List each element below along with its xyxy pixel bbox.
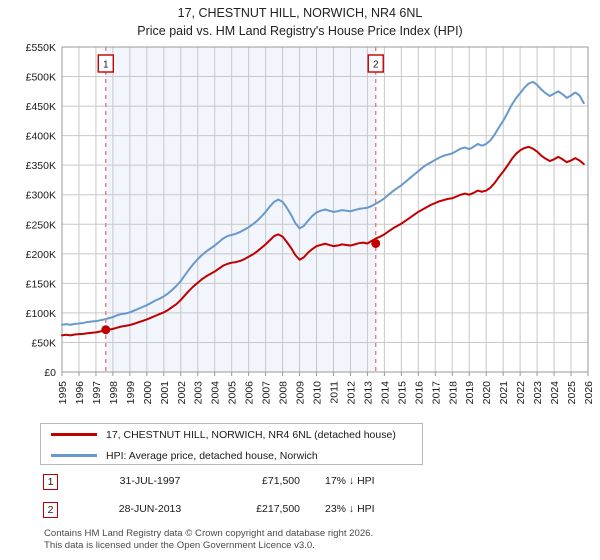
chart-legend: 17, CHESTNUT HILL, NORWICH, NR4 6NL (det… — [40, 423, 423, 465]
page-subtitle: Price paid vs. HM Land Registry's House … — [137, 24, 463, 38]
table-row[interactable]: 1 31-JUL-1997 £71,500 17% ↓ HPI — [40, 472, 460, 500]
y-axis-tick-label: £200K — [26, 249, 56, 261]
attribution-footer: Contains HM Land Registry data © Crown c… — [44, 528, 584, 551]
transaction-marker-1: 1 — [43, 474, 58, 490]
transaction-price: £217,500 — [256, 503, 300, 515]
x-axis-tick-label: 2001 — [159, 381, 171, 405]
table-row[interactable]: 2 28-JUN-2013 £217,500 23% ↓ HPI — [40, 500, 460, 528]
marker-dot-2[interactable] — [371, 238, 381, 248]
x-axis-tick-label: 2005 — [227, 381, 239, 405]
transaction-hpi-delta: 17% ↓ HPI — [325, 475, 375, 487]
page-title: 17, CHESTNUT HILL, NORWICH, NR4 6NL — [177, 6, 423, 20]
x-axis-tick-label: 1999 — [125, 381, 137, 405]
transaction-hpi-delta: 23% ↓ HPI — [325, 503, 375, 515]
y-axis-tick-label: £150K — [26, 278, 56, 290]
y-axis-tick-label: £400K — [26, 131, 56, 143]
x-axis-tick-label: 2018 — [447, 381, 459, 405]
x-axis-tick-label: 2011 — [328, 381, 340, 404]
licence-line: This data is licensed under the Open Gov… — [44, 539, 315, 551]
legend-item-price-paid: 17, CHESTNUT HILL, NORWICH, NR4 6NL (det… — [41, 424, 422, 445]
x-axis-tick-label: 2002 — [176, 381, 188, 405]
series-line-hpi — [61, 80, 585, 326]
y-axis-tick-label: £250K — [26, 219, 56, 231]
transaction-date: 31-JUL-1997 — [119, 475, 181, 487]
x-axis-tick-label: 2004 — [210, 381, 222, 405]
x-axis-tick-label: 2012 — [345, 381, 357, 405]
x-axis-tick-label: 1995 — [57, 381, 69, 405]
x-axis-tick-label: 2021 — [498, 381, 510, 405]
x-axis-tick-label: 2013 — [362, 381, 374, 405]
y-axis-tick-label: £450K — [26, 101, 56, 113]
marker-box-2[interactable] — [367, 54, 384, 73]
plot-border — [61, 46, 589, 373]
x-axis-tick-label: 2000 — [142, 381, 154, 405]
transactions-table: 1 31-JUL-1997 £71,500 17% ↓ HPI 2 28-JUN… — [40, 472, 460, 528]
y-axis-tick-label: £500K — [26, 72, 56, 84]
x-axis-tick-label: 2009 — [295, 381, 307, 405]
y-axis-tick-label: £300K — [26, 190, 56, 202]
marker-dot-1[interactable] — [101, 325, 111, 335]
transaction-date: 28-JUN-2013 — [118, 503, 182, 515]
series-line-price-paid — [61, 145, 585, 337]
x-axis-tick-label: 2017 — [430, 381, 442, 405]
title-block: 17, CHESTNUT HILL, NORWICH, NR4 6NL Pric… — [0, 4, 600, 40]
x-axis-tick-label: 1998 — [108, 381, 120, 405]
marker-box-1[interactable] — [97, 54, 114, 73]
highlight-band — [105, 47, 376, 372]
price-history-chart: £0 £50K £100K £150K £200K £250K £300K £350K £400… — [26, 42, 595, 405]
x-axis-tick-label: 2015 — [396, 381, 408, 405]
y-axis-tick-label: £100K — [26, 308, 56, 320]
x-axis-tick-label: 2023 — [532, 381, 544, 405]
y-axis-tick-label: £50K — [31, 337, 56, 349]
x-axis-tick-label: 2026 — [583, 381, 595, 405]
legend-swatch-price-paid — [51, 433, 97, 436]
x-axis-tick-label: 2003 — [193, 381, 205, 405]
legend-item-hpi: HPI: Average price, detached house, Norw… — [41, 445, 422, 466]
marker-box-label-2: 2 — [373, 60, 379, 71]
legend-swatch-hpi — [51, 454, 97, 457]
x-axis-tick-label: 2022 — [515, 381, 527, 405]
legend-label-hpi: HPI: Average price, detached house, Norw… — [106, 449, 318, 462]
x-axis-tick-label: 1997 — [91, 381, 103, 405]
x-axis-tick-label: 2007 — [261, 381, 273, 405]
x-axis-tick-label: 2008 — [278, 381, 290, 405]
x-axis-tick-label: 2020 — [481, 381, 493, 405]
transaction-marker-2: 2 — [43, 502, 58, 518]
copyright-line: Contains HM Land Registry data © Crown c… — [44, 528, 374, 539]
legend-label-price-paid: 17, CHESTNUT HILL, NORWICH, NR4 6NL (det… — [106, 428, 396, 441]
x-axis-tick-label: 2024 — [549, 381, 561, 405]
y-axis-tick-label: £550K — [26, 42, 56, 54]
x-axis-tick-label: 2010 — [312, 381, 324, 405]
y-axis-tick-label: £0 — [44, 367, 56, 379]
transaction-price: £71,500 — [262, 475, 300, 487]
x-axis-tick-label: 2006 — [244, 381, 256, 405]
y-axis-tick-label: £350K — [26, 160, 56, 172]
x-axis-tick-label: 2025 — [566, 381, 578, 405]
x-axis-tick-label: 2014 — [379, 381, 391, 405]
x-axis-tick-label: 2016 — [413, 381, 425, 405]
marker-box-label-1: 1 — [103, 60, 109, 71]
x-axis-tick-label: 2019 — [464, 381, 476, 405]
x-axis-tick-label: 1996 — [74, 381, 86, 405]
